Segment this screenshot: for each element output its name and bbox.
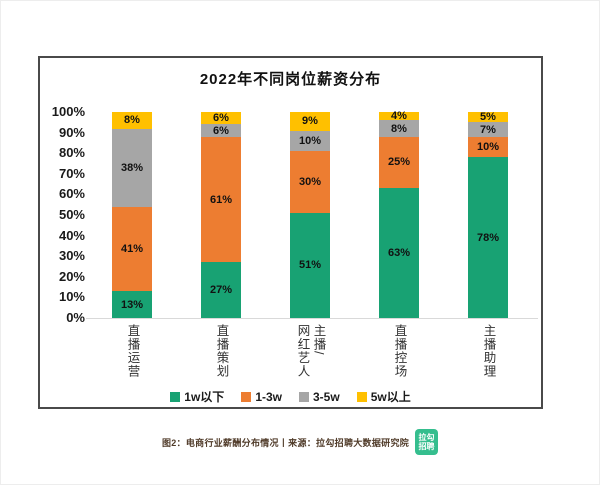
caption-text: 图2：电商行业薪酬分布情况丨来源：拉勾招聘大数据研究院 — [161, 437, 410, 448]
y-axis-tick: 70% — [58, 165, 85, 181]
legend-swatch — [299, 391, 309, 402]
chart-box: 2022年不同岗位薪资分布 0% 10% 20% 30% 40% 50% 60% 70% 80%… — [38, 56, 543, 409]
caption-row: 图2：电商行业薪酬分布情况丨来源：拉勾招聘大数据研究院 拉勾 招聘 — [0, 429, 600, 455]
bar-segment-label: 5% — [480, 111, 496, 124]
x-axis-label-line: 主播助理 — [481, 324, 496, 378]
bar-segment-label: 41% — [120, 243, 144, 255]
bar-segment-label: 6% — [213, 124, 229, 137]
y-axis-tick: 40% — [58, 227, 85, 243]
plot-area: 0% 10% 20% 30% 40% 50% 60% 70% 80% 90% 100% 13% 41% 3… — [40, 58, 541, 407]
y-axis-tick: 60% — [58, 186, 85, 202]
x-axis-label: 主播助理 — [443, 324, 533, 378]
bar-segment: 41% — [112, 206, 152, 292]
y-axis-tick: 90% — [58, 124, 85, 140]
x-axis-label-line: 网红艺人 — [295, 324, 310, 378]
y-axis-tick: 100% — [51, 104, 85, 119]
bar-segment: 13% — [112, 291, 152, 318]
x-axis-label: 主播/网红艺人 — [265, 324, 355, 378]
bar-segment-label: 10% — [476, 141, 500, 154]
bar-segment: 10% — [290, 130, 330, 152]
bar-segment: 6% — [201, 124, 241, 137]
bar-segment-label: 30% — [298, 176, 322, 189]
legend-swatch — [241, 391, 252, 402]
x-axis-label: 直播控场 — [354, 324, 444, 378]
y-axis-tick: 80% — [58, 145, 85, 161]
legend-item: 1-3w — [241, 390, 282, 404]
bar-segment: 78% — [468, 157, 508, 318]
bar-segment-label: 9% — [302, 115, 318, 128]
x-axis-label-line: 主播/ — [311, 324, 326, 356]
legend-swatch — [170, 391, 181, 402]
bar-segment-label: 78% — [476, 231, 500, 244]
bar-segment-label: 25% — [387, 156, 411, 169]
bar-segment-label: 10% — [298, 134, 322, 147]
legend-item: 3-5w — [299, 390, 340, 404]
legend-item: 5w以上 — [356, 388, 411, 405]
bar-segment: 30% — [290, 151, 330, 213]
lagou-logo: 拉勾 招聘 — [415, 429, 439, 455]
chart-title: 2022年不同岗位薪资分布 — [199, 71, 382, 88]
bar-segment-label: 27% — [209, 284, 233, 297]
bar-segment-label: 13% — [120, 298, 144, 311]
x-axis-label-line: 直播控场 — [392, 324, 407, 378]
bar-segment: 25% — [379, 136, 419, 189]
bar-segment-label: 4% — [391, 110, 407, 123]
bar-segment-label: 51% — [298, 259, 322, 272]
bar-segment: 4% — [379, 110, 419, 123]
x-axis-label: 直播运营 — [87, 324, 177, 378]
bar-segment: 8% — [379, 120, 419, 137]
legend-label: 1-3w — [255, 389, 282, 404]
bar-segment: 38% — [112, 128, 152, 207]
y-axis-tick: 50% — [58, 207, 85, 222]
legend-item: 1w以下 — [170, 388, 224, 405]
legend: 1w以下 1-3w 3-5w 5w以上 — [40, 388, 541, 405]
stacked-bar: 13% 41% 38% 8% — [112, 112, 152, 318]
bar-segment-label: 8% — [124, 114, 140, 127]
x-axis-line — [86, 318, 538, 319]
logo-line-2: 招聘 — [418, 442, 435, 451]
stacked-bar: 27% 61% 6% 6% — [201, 112, 241, 318]
bar-segment: 9% — [290, 112, 330, 131]
x-axis-label-line: 直播运营 — [125, 324, 140, 378]
legend-label: 5w以上 — [370, 390, 411, 404]
bar-segment: 6% — [201, 112, 241, 125]
bar-segment-label: 63% — [387, 247, 411, 260]
bar-segment: 8% — [112, 112, 152, 129]
stacked-bar: 63% 25% 8% 4% — [379, 110, 419, 318]
bar-segment: 27% — [201, 262, 241, 318]
bar-segment-label: 38% — [120, 161, 144, 174]
stacked-bar: 51% 30% 10% 9% — [290, 112, 330, 318]
bar-segment-label: 6% — [213, 112, 229, 125]
y-axis-tick: 30% — [58, 248, 85, 264]
stacked-bar: 78% 10% 7% 5% — [468, 111, 508, 318]
y-axis-tick: 20% — [58, 268, 85, 284]
bar-segment: 51% — [290, 212, 330, 318]
y-axis-tick: 10% — [58, 289, 85, 305]
y-axis-tick: 0% — [66, 310, 85, 325]
legend-label: 1w以下 — [184, 390, 225, 404]
bar-segment: 61% — [201, 136, 241, 263]
bar-segment: 7% — [468, 122, 508, 137]
bar-segment-label: 8% — [391, 122, 407, 135]
bar-segment: 5% — [468, 111, 508, 124]
bar-segment: 63% — [379, 188, 419, 318]
legend-swatch — [356, 391, 367, 402]
bar-segment: 10% — [468, 136, 508, 158]
bar-segment-label: 61% — [209, 193, 233, 206]
x-axis-label: 直播策划 — [176, 324, 266, 378]
bar-segment-label: 7% — [480, 123, 496, 136]
legend-label: 3-5w — [313, 389, 340, 404]
logo-line-1: 拉勾 — [418, 433, 435, 442]
x-axis-label-line: 直播策划 — [214, 324, 229, 378]
